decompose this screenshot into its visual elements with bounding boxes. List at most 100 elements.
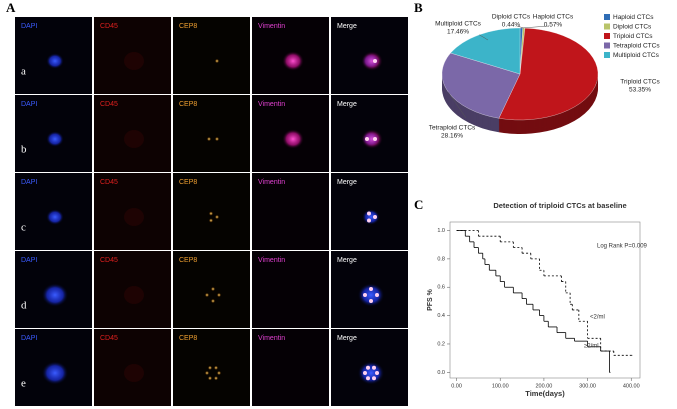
cep8-dot (217, 371, 221, 375)
channel-label: CD45 (100, 101, 118, 108)
vimentin (282, 51, 304, 71)
micro-cell (173, 17, 250, 94)
channel-label: Vimentin (258, 179, 285, 186)
nucleus (357, 283, 385, 307)
slice-value: 0.57% (544, 22, 563, 29)
vimentin (282, 129, 304, 149)
x-axis-label: Time(days) (525, 389, 565, 398)
legend-label: Multiploid CTCs (613, 52, 660, 59)
row-label: a (21, 66, 26, 78)
cep8-dot (367, 218, 371, 223)
slice-label: Triploid CTCs (620, 79, 660, 86)
x-tick-label: 300.00 (579, 383, 596, 389)
cep8-dot (373, 59, 377, 63)
channel-label: Merge (337, 335, 357, 342)
cep8-dot (205, 371, 209, 375)
channel-label: DAPI (21, 23, 37, 30)
cd45-bg (124, 208, 144, 226)
legend-swatch (604, 23, 610, 30)
cep8-dot (214, 365, 218, 370)
channel-label: CD45 (100, 23, 118, 30)
slice-label: Haploid CTCs (533, 14, 574, 21)
cep8-dot (215, 215, 219, 219)
slice-label: Diploid CTCs (492, 14, 531, 21)
leader-line (448, 92, 467, 119)
channel-label: CD45 (100, 179, 118, 186)
cep8-dot (372, 376, 376, 381)
row-label: b (21, 144, 27, 156)
channel-label: Merge (337, 179, 357, 186)
y-tick-label: 0.4 (437, 313, 445, 319)
legend-label: Diploid CTCs (613, 24, 652, 31)
y-tick-label: 0.0 (437, 370, 445, 376)
cep8-dot (375, 371, 379, 375)
cep8-dot (217, 293, 221, 297)
y-tick-label: 0.8 (437, 256, 445, 262)
cd45-bg (124, 52, 144, 70)
survival-chart: Detection of triploid CTCs at baseline Ti… (427, 201, 648, 398)
slice-value: 17.46% (447, 29, 469, 36)
cd45-bg (124, 364, 144, 382)
cep8-dot (209, 218, 213, 223)
cep8-dot (366, 365, 370, 370)
micro-cell (252, 173, 329, 250)
x-tick-label: 400.00 (623, 383, 640, 389)
channel-label: CD45 (100, 335, 118, 342)
nucleus (362, 209, 380, 225)
channel-label: DAPI (21, 257, 37, 264)
slice (498, 27, 599, 121)
cep8-dot (208, 376, 212, 381)
vimentin (361, 129, 383, 149)
nucleus (46, 53, 64, 69)
channel-label: CEP8 (179, 101, 197, 108)
y-tick-label: 0.2 (437, 341, 445, 347)
y-axis-label: PFS % (427, 288, 434, 311)
cep8-dot (366, 376, 370, 381)
panel-label: C (414, 197, 423, 212)
nucleus (41, 361, 69, 385)
channel-label: Merge (337, 257, 357, 264)
row-label: c (21, 222, 26, 234)
legend-swatch (604, 52, 610, 58)
x-tick-label: 200.00 (535, 383, 552, 389)
y-tick-label: 1.0 (437, 228, 445, 234)
leader-line (516, 25, 524, 29)
legend-label: Tetraploid CTCs (613, 43, 660, 50)
cep8-dot (365, 137, 369, 141)
channel-label: Merge (337, 23, 357, 30)
channel-label: Merge (337, 101, 357, 108)
nucleus (357, 361, 385, 385)
y-tick-label: 0.6 (437, 285, 445, 291)
row-label: e (21, 378, 26, 390)
cep8-dot (367, 211, 371, 216)
channel-label: DAPI (21, 101, 37, 108)
chart-title: Detection of triploid CTCs at baseline (493, 201, 626, 210)
series-label: <2/ml (590, 315, 605, 321)
cep8-dot (363, 371, 367, 375)
cep8-dot (373, 215, 377, 219)
cep8-dot (215, 137, 219, 141)
leader-line (479, 34, 489, 41)
channel-label: CEP8 (179, 335, 197, 342)
micro-cell (173, 173, 250, 250)
channel-label: CD45 (100, 257, 118, 264)
cd45-bg (124, 130, 144, 148)
cep8-dot (208, 365, 212, 370)
micro-cell (252, 329, 329, 406)
slice-value: 53.35% (629, 87, 651, 94)
nucleus (46, 131, 64, 147)
cep8-dot (215, 59, 219, 63)
channel-label: CEP8 (179, 23, 197, 30)
slice-label: Tetraploid CTCs (429, 125, 476, 132)
cep8-dot (214, 376, 218, 381)
channel-label: Vimentin (258, 101, 285, 108)
panel-label: A (6, 0, 16, 15)
legend-swatch (604, 42, 610, 49)
plot-frame (449, 221, 641, 379)
leader-line (521, 25, 550, 29)
slice-label: Multiploid CTCs (435, 21, 482, 28)
slice-value: 28.16% (441, 133, 463, 140)
channel-label: CEP8 (179, 257, 197, 264)
